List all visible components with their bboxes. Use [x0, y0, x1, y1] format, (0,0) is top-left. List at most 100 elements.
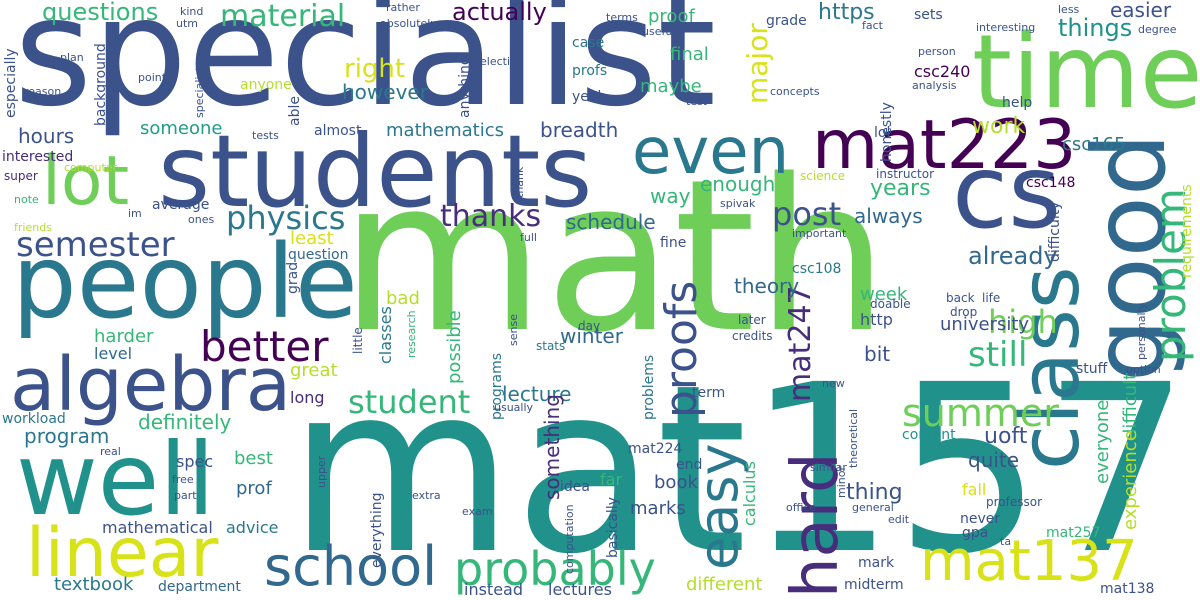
word-cs: cs — [952, 133, 1062, 252]
word-things: things — [1058, 14, 1133, 42]
word-anything: anything — [457, 56, 473, 118]
word-exam: exam — [462, 505, 493, 518]
word-interesting: interesting — [976, 21, 1036, 34]
word-mat257: mat257 — [1046, 525, 1101, 541]
word-lol: lol — [874, 125, 891, 141]
word-analysis: analysis — [912, 79, 957, 92]
word-summer: summer — [902, 391, 1059, 435]
word-free: free — [172, 473, 194, 486]
word-textbook: textbook — [54, 574, 134, 595]
word-mat247: mat247 — [783, 285, 818, 402]
word-experience: experience — [1120, 430, 1141, 530]
word-option: option — [1126, 363, 1161, 376]
word-better: better — [200, 322, 329, 371]
word-almost: almost — [314, 123, 362, 139]
word-mat137: mat137 — [920, 529, 1138, 594]
word-average: average — [152, 197, 210, 213]
word-back: back — [946, 291, 975, 305]
word-part: part — [174, 489, 197, 502]
word-tests: tests — [252, 129, 279, 142]
word-week: week — [860, 284, 908, 305]
word-midterm: midterm — [844, 577, 904, 593]
word-drop: drop — [950, 305, 978, 319]
word-grad: grad — [285, 261, 301, 294]
word-stats: stats — [536, 339, 566, 353]
word-csc240: csc240 — [914, 62, 971, 81]
word-different: different — [686, 574, 763, 595]
word-specialist: specialist — [14, 0, 717, 140]
word-fine: fine — [660, 235, 687, 251]
word-specialists: specialists — [193, 60, 206, 118]
word-end: end — [676, 457, 703, 473]
word-marks: marks — [630, 498, 686, 519]
word-right: right — [344, 54, 406, 84]
word-school: school — [264, 535, 438, 598]
word-thanks: thanks — [440, 199, 542, 234]
word-https: https — [818, 0, 875, 25]
word-people: people — [12, 223, 358, 342]
word-question: question — [288, 247, 349, 263]
word-science: science — [800, 169, 846, 183]
word-mark: mark — [858, 555, 895, 571]
word-professor: professor — [986, 495, 1043, 509]
word-students: students — [158, 113, 593, 230]
word-questions: questions — [42, 0, 159, 26]
word-concepts: concepts — [770, 85, 820, 98]
word-im: im — [128, 207, 142, 220]
word-math: math — [340, 134, 889, 379]
word-mathematical: mathematical — [102, 518, 213, 537]
word-workload: workload — [2, 411, 66, 427]
word-final: final — [670, 44, 709, 65]
word-well: well — [16, 421, 215, 538]
word-interested: interested — [2, 149, 74, 165]
word-test: test — [686, 95, 708, 108]
word-similar: similar — [810, 461, 847, 474]
word-post: post — [772, 195, 842, 233]
word-point: point — [138, 71, 167, 84]
word-definitely: definitely — [138, 410, 232, 434]
word-personally: personally — [1135, 302, 1148, 360]
word-full: full — [520, 231, 537, 244]
word-office: office — [786, 501, 817, 514]
word-physics: physics — [226, 199, 346, 237]
word-basically: basically — [605, 497, 621, 558]
word-already: already — [968, 242, 1058, 270]
word-mat157: mat157 — [288, 335, 1190, 600]
word-best: best — [234, 448, 273, 469]
word-bit: bit — [864, 342, 891, 366]
word-easier: easier — [1110, 0, 1172, 22]
word-degree: degree — [1138, 23, 1177, 36]
word-level: level — [94, 344, 133, 363]
word-rather: rather — [386, 1, 420, 14]
word-super: super — [4, 169, 38, 183]
word-upper: upper — [315, 455, 328, 488]
word-advice: advice — [226, 518, 279, 537]
word-little: little — [351, 327, 365, 354]
word-general: general — [852, 501, 894, 514]
word-lectures: lectures — [548, 580, 612, 599]
word-especially: especially — [3, 48, 19, 118]
word-material: material — [220, 0, 346, 34]
word-calculus: calculus — [740, 461, 759, 526]
word-even: even — [632, 115, 790, 189]
word-someone: someone — [140, 118, 223, 139]
word-case: case — [572, 35, 605, 51]
word-lot: lot — [42, 142, 130, 221]
word-content: content — [902, 427, 956, 443]
word-doable: doable — [870, 297, 911, 311]
word-proof: proof — [648, 6, 695, 27]
word-still: still — [968, 335, 1028, 375]
word-terms: terms — [606, 11, 638, 24]
word-kind: kind — [180, 5, 204, 18]
word-sets: sets — [914, 7, 943, 23]
word-something: something — [540, 394, 564, 500]
word-help: help — [1002, 95, 1033, 111]
word-enough: enough — [700, 172, 776, 196]
word-algebra: algebra — [10, 342, 292, 428]
word-idea: idea — [560, 479, 590, 495]
word-real: real — [100, 445, 121, 458]
word-csc148: csc148 — [1026, 175, 1076, 191]
word-least: least — [290, 228, 334, 249]
word-reason: reason — [24, 85, 62, 98]
word-schedule: schedule — [566, 210, 656, 234]
